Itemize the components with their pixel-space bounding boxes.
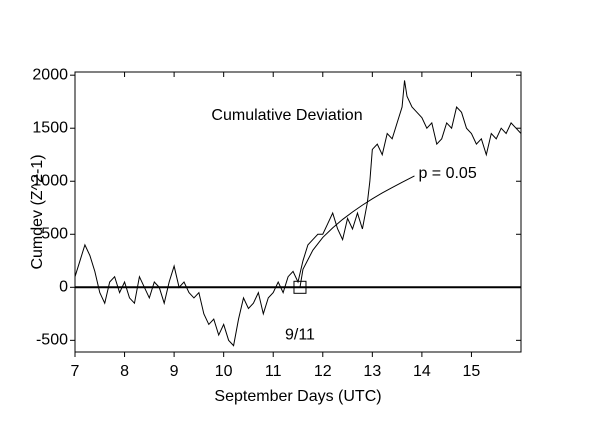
y-tick-label: 1500 (32, 119, 68, 136)
x-tick-label: 13 (363, 363, 381, 380)
x-tick-label: 10 (215, 363, 233, 380)
y-axis-label: Cumdev (Z^2-1) (29, 154, 46, 269)
threshold-label: p = 0.05 (418, 165, 476, 182)
x-tick-label: 14 (413, 363, 431, 380)
x-tick-label: 7 (71, 363, 80, 380)
chart-title: Cumulative Deviation (211, 107, 362, 124)
y-tick-label: -500 (36, 332, 68, 349)
x-axis-label: September Days (UTC) (214, 388, 381, 405)
event-marker (293, 280, 307, 294)
plot-frame (74, 71, 522, 353)
cumdev-line (74, 80, 522, 347)
threshold-curve (299, 175, 415, 288)
y-tick-label: 500 (41, 225, 68, 242)
x-tick-label: 12 (314, 363, 332, 380)
annotation: 9/11 (285, 327, 315, 344)
y-tick-label: 1000 (32, 172, 68, 189)
x-tick-label: 8 (120, 363, 129, 380)
y-tick-label: 2000 (32, 66, 68, 83)
x-tick-label: 15 (463, 363, 481, 380)
x-tick-label: 9 (170, 363, 179, 380)
y-tick-label: 0 (59, 279, 68, 296)
x-tick-label: 11 (265, 363, 282, 380)
